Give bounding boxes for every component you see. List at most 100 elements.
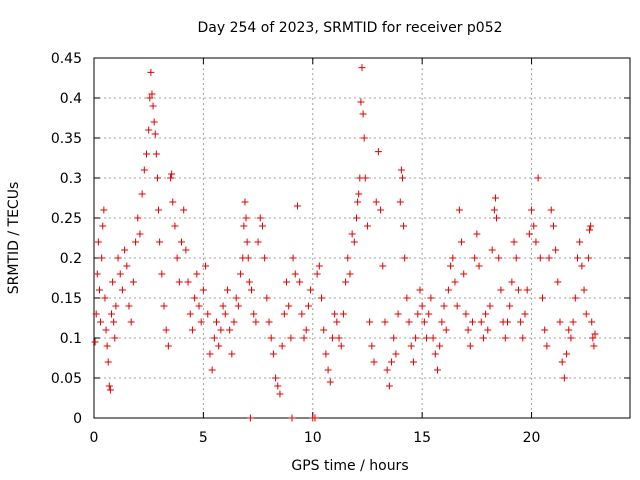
data-point xyxy=(580,286,588,294)
data-point xyxy=(416,286,424,294)
data-point xyxy=(150,118,158,126)
data-point xyxy=(300,334,308,342)
data-point xyxy=(374,148,382,156)
data-point xyxy=(521,310,529,318)
data-point xyxy=(287,334,295,342)
data-point xyxy=(254,238,262,246)
data-point xyxy=(168,170,176,178)
data-point xyxy=(519,334,527,342)
data-point xyxy=(215,342,223,350)
data-point xyxy=(447,262,455,270)
data-point xyxy=(342,278,350,286)
data-point xyxy=(298,310,306,318)
data-point xyxy=(244,254,252,262)
y-tick-label: 0 xyxy=(73,411,82,427)
data-point xyxy=(418,302,426,310)
data-point xyxy=(134,214,142,222)
data-point xyxy=(248,286,256,294)
data-point xyxy=(462,310,470,318)
data-point xyxy=(307,286,315,294)
data-point xyxy=(514,286,522,294)
data-point xyxy=(396,198,404,206)
data-point xyxy=(488,246,496,254)
data-point xyxy=(322,350,330,358)
data-point xyxy=(274,382,282,390)
data-point xyxy=(288,414,296,422)
data-point xyxy=(392,350,400,358)
data-point xyxy=(506,302,514,310)
data-point xyxy=(582,310,590,318)
data-point xyxy=(493,214,501,222)
data-point xyxy=(326,378,334,386)
data-point xyxy=(328,334,336,342)
data-point xyxy=(148,90,156,98)
data-point xyxy=(318,294,326,302)
data-point xyxy=(405,318,413,326)
data-point xyxy=(503,318,511,326)
data-point xyxy=(368,342,376,350)
data-point xyxy=(431,350,439,358)
data-point xyxy=(372,198,380,206)
data-point xyxy=(151,130,159,138)
data-point xyxy=(552,246,560,254)
data-point xyxy=(491,194,499,202)
data-point xyxy=(155,206,163,214)
data-point xyxy=(140,166,148,174)
data-point xyxy=(390,334,398,342)
y-tick-label: 0.35 xyxy=(51,131,82,147)
data-point xyxy=(160,302,168,310)
data-point xyxy=(344,254,352,262)
data-point xyxy=(230,318,238,326)
x-tick-label: 15 xyxy=(413,430,431,446)
data-point xyxy=(110,318,118,326)
data-point xyxy=(127,318,135,326)
data-point xyxy=(348,230,356,238)
data-point xyxy=(121,246,129,254)
y-tick-label: 0.1 xyxy=(60,331,82,347)
data-point xyxy=(460,270,468,278)
data-point xyxy=(538,294,546,302)
x-tick-label: 10 xyxy=(304,430,322,446)
y-axis-ticks: 0 0.05 0.1 0.15 0.2 0.25 0.3 0.35 0.4 0.45 xyxy=(51,51,630,427)
y-tick-label: 0.15 xyxy=(51,291,82,307)
data-point xyxy=(108,310,116,318)
data-point xyxy=(219,302,227,310)
data-point xyxy=(377,206,385,214)
data-point xyxy=(530,222,538,230)
data-point xyxy=(149,102,157,110)
data-point xyxy=(354,198,362,206)
data-point xyxy=(541,326,549,334)
data-point xyxy=(357,98,365,106)
data-point xyxy=(475,262,483,270)
data-point xyxy=(370,358,378,366)
data-point xyxy=(420,318,428,326)
data-point xyxy=(136,230,144,238)
data-point xyxy=(221,310,229,318)
data-point xyxy=(565,326,573,334)
data-point xyxy=(335,334,343,342)
data-point xyxy=(243,238,251,246)
data-point xyxy=(145,126,153,134)
data-point xyxy=(204,310,212,318)
data-point xyxy=(180,206,188,214)
data-point xyxy=(92,310,100,318)
data-point xyxy=(112,302,120,310)
data-point xyxy=(241,198,249,206)
data-point xyxy=(186,310,194,318)
data-point xyxy=(105,382,113,390)
data-point xyxy=(164,342,172,350)
grid-lines xyxy=(94,58,630,418)
data-point xyxy=(202,262,210,270)
data-point xyxy=(272,374,280,382)
data-point xyxy=(232,294,240,302)
data-point xyxy=(217,326,225,334)
data-point xyxy=(184,278,192,286)
data-point xyxy=(363,222,371,230)
data-point xyxy=(169,198,177,206)
data-point xyxy=(549,222,557,230)
data-point xyxy=(265,318,273,326)
data-point xyxy=(584,254,592,262)
data-point xyxy=(427,294,435,302)
data-point xyxy=(103,342,111,350)
data-point xyxy=(346,270,354,278)
